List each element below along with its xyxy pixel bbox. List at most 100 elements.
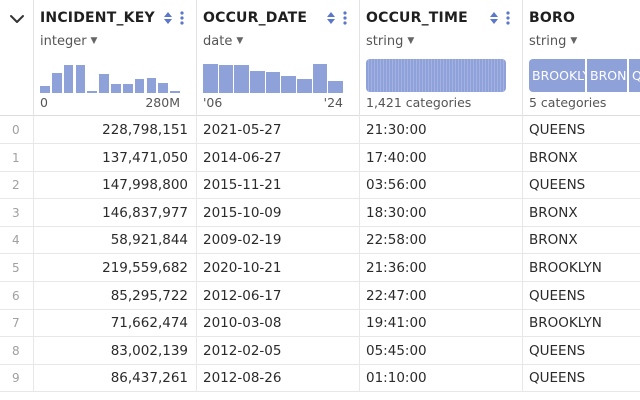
cell-occur-time[interactable]: 05:45:00 [360,336,523,365]
table-row[interactable]: 8 83,002,139 2012-02-05 05:45:00 QUEENS [0,336,640,365]
cell-occur-time[interactable]: 21:36:00 [360,254,523,282]
histogram-bar [234,65,249,93]
histogram-bar [265,71,281,93]
range-max: 280M [145,95,180,110]
cell-occur-date[interactable]: 2020-10-21 [197,254,360,282]
cell-occur-date[interactable]: 2009-02-19 [197,226,360,255]
histogram-bar [218,64,234,93]
cell-boro[interactable]: BRONX [529,232,578,249]
cell-occur-date[interactable]: 2021-05-27 [197,116,360,144]
table-row[interactable]: 1 137,471,050 2014-06-27 17:40:00 BRONX [0,143,640,172]
column-summary: '06 '24 [203,95,343,110]
cell-incident-key[interactable]: 71,662,474 [34,309,197,338]
caret-down-icon: ▼ [407,36,415,46]
column-header-incident-key: INCIDENT_KEY integer ▼ 0 280M [34,0,197,116]
cell-occur-date[interactable]: 2012-08-26 [197,364,360,393]
caret-down-icon: ▼ [90,36,98,46]
cell-occur-date[interactable]: 2015-11-21 [197,171,360,200]
cell-occur-time[interactable]: 17:40:00 [360,143,523,172]
histogram-bar [51,73,62,93]
cell-occur-time[interactable]: 22:47:00 [360,281,523,310]
category-segment: QUEENS [629,59,640,92]
column-header-occur-date: OCCUR_DATE date ▼ '06 '24 [197,0,360,116]
column-type-select[interactable]: string ▼ [366,34,415,49]
histogram-bar [99,74,109,93]
cell-boro[interactable]: BROOKLYN [529,260,602,276]
cell-incident-key[interactable]: 58,921,844 [34,226,197,255]
sort-icon[interactable] [163,9,173,27]
table-row[interactable]: 2 147,998,800 2015-11-21 03:56:00 QUEENS [0,171,640,200]
column-type-select[interactable]: string ▼ [529,34,578,49]
sort-icon[interactable] [489,9,499,27]
table-row[interactable]: 7 71,662,474 2010-03-08 19:41:00 BROOKLYN [0,309,640,338]
cell-occur-date[interactable]: 2012-02-05 [197,336,360,365]
column-name[interactable]: INCIDENT_KEY [40,10,155,26]
column-name[interactable]: OCCUR_TIME [366,10,468,26]
table-row[interactable]: 0 228,798,151 2021-05-27 21:30:00 QUEENS [0,116,640,144]
cell-incident-key[interactable]: 85,295,722 [34,281,197,310]
cell-occur-date[interactable]: 2015-10-09 [197,198,360,227]
cell-incident-key[interactable]: 137,471,050 [34,143,197,172]
row-index: 7 [0,309,34,338]
cell-occur-time[interactable]: 01:10:00 [360,364,523,393]
column-header-occur-time: OCCUR_TIME string ▼ 1,421 categories [360,0,523,116]
histogram [40,57,180,93]
cell-occur-time[interactable]: 03:56:00 [360,171,523,200]
cell-incident-key[interactable]: 219,559,682 [34,254,197,282]
cell-boro[interactable]: QUEENS [529,122,586,138]
cell-occur-date[interactable]: 2010-03-08 [197,309,360,338]
cell-boro[interactable]: QUEENS [529,287,586,304]
column-type-select[interactable]: date ▼ [203,34,244,49]
category-segment: BRONX [587,59,627,92]
cell-incident-key[interactable]: 146,837,977 [34,198,197,227]
more-vertical-icon[interactable] [179,9,185,27]
cell-occur-time[interactable]: 22:58:00 [360,226,523,255]
grid-header: INCIDENT_KEY integer ▼ 0 280M OCCUR_DATE [0,0,640,116]
cell-boro[interactable]: QUEENS [529,370,586,387]
table-row[interactable]: 9 86,437,261 2012-08-26 01:10:00 QUEENS [0,364,640,393]
histogram-bar [297,78,312,93]
table-row[interactable]: 6 85,295,722 2012-06-17 22:47:00 QUEENS [0,281,640,310]
histogram-bar [122,84,133,93]
row-index: 0 [0,116,34,144]
cell-occur-date[interactable]: 2014-06-27 [197,143,360,172]
table-row[interactable]: 5 219,559,682 2020-10-21 21:36:00 BROOKLYN [0,254,640,282]
cell-boro[interactable]: QUEENS [529,177,586,194]
row-index: 1 [0,143,34,172]
cell-incident-key[interactable]: 83,002,139 [34,336,197,365]
category-segment: BROOKLYN [529,59,585,92]
cell-incident-key[interactable]: 147,998,800 [34,171,197,200]
cell-occur-time[interactable]: 19:41:00 [360,309,523,338]
sort-icon[interactable] [326,9,336,27]
table-row[interactable]: 4 58,921,844 2009-02-19 22:58:00 BRONX [0,226,640,255]
histogram-bar [40,85,50,93]
cell-incident-key[interactable]: 228,798,151 [34,116,197,144]
category-distribution-bar [366,59,506,92]
column-name[interactable]: BORO [529,10,576,26]
column-name[interactable]: OCCUR_DATE [203,10,308,26]
chevron-down-icon[interactable] [8,10,26,28]
column-summary: 5 categories [529,95,607,110]
cell-occur-date[interactable]: 2012-06-17 [197,281,360,310]
cell-boro[interactable]: BROOKLYN [529,315,602,332]
histogram-bar [203,63,218,93]
row-index: 4 [0,226,34,255]
histogram-bar [158,83,169,93]
table-row[interactable]: 3 146,837,977 2015-10-09 18:30:00 BRONX [0,198,640,227]
histogram-bar [111,84,121,93]
row-index: 3 [0,198,34,227]
more-vertical-icon[interactable] [505,9,511,27]
cell-occur-time[interactable]: 18:30:00 [360,198,523,227]
cell-boro[interactable]: QUEENS [529,342,586,359]
column-header-boro: BORO string▼ BROOKLYN BRONX QUEENS 5 cat… [523,0,640,116]
cell-boro[interactable]: BRONX [529,204,578,221]
cell-boro[interactable]: BRONX [529,149,578,166]
column-type-select[interactable]: integer ▼ [40,34,98,49]
histogram-bar [250,70,265,93]
cell-occur-time[interactable]: 21:30:00 [360,116,523,144]
row-index: 5 [0,254,34,282]
caret-down-icon: ▼ [570,36,578,46]
more-vertical-icon[interactable] [342,9,348,27]
cell-incident-key[interactable]: 86,437,261 [34,364,197,393]
